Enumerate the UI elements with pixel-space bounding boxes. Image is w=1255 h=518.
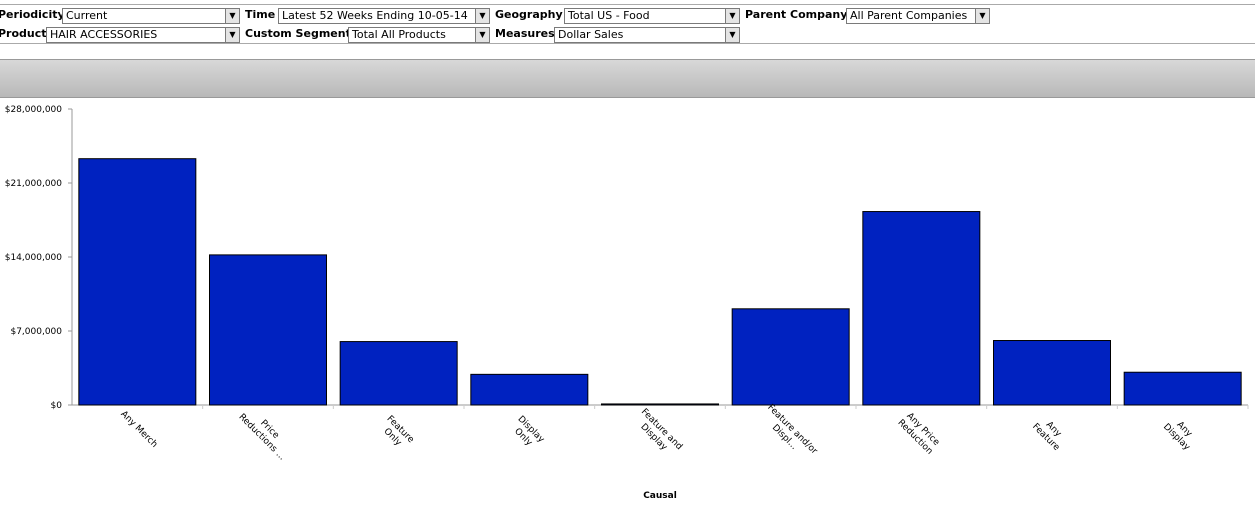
dropdown-arrow[interactable]: ▼ [225,28,239,42]
dropdown-arrow[interactable]: ▼ [225,9,239,23]
dropdown-arrow[interactable]: ▼ [475,28,489,42]
filter-dropdown[interactable]: HAIR ACCESSORIES ▼ [46,27,240,43]
filter-label: Product [0,27,47,40]
dropdown-value: HAIR ACCESSORIES [50,28,158,41]
y-tick-label: $14,000,000 [5,253,63,263]
filter-label: Geography [495,8,563,21]
x-tick-label: Feature and/orDispl... [757,403,819,465]
filter-dropdown[interactable]: Latest 52 Weeks Ending 10-05-14 ▼ [278,8,490,24]
dropdown-value: Latest 52 Weeks Ending 10-05-14 [282,9,468,22]
filter-dropdown[interactable]: Total US - Food ▼ [564,8,740,24]
y-tick-label: $0 [51,401,63,411]
y-tick-label: $28,000,000 [5,105,63,115]
filter-label: Measures [495,27,555,40]
bar [339,341,458,406]
dropdown-arrow[interactable]: ▼ [475,9,489,23]
bottom-rule [0,43,1255,44]
x-tick-label: Any PriceReduction [896,410,943,457]
filter-label: Parent Company [745,8,848,21]
x-tick-label: FeatureOnly [377,414,416,453]
top-rule [0,4,1255,5]
dropdown-arrow[interactable]: ▼ [725,28,739,42]
filter-label: Time [245,8,276,21]
bar [731,308,850,406]
x-tick-label: AnyDisplay [1161,414,1200,453]
filter-label: Custom Segment [245,27,351,40]
dropdown-arrow[interactable]: ▼ [725,9,739,23]
bar [209,254,327,406]
x-tick-label: PriceReductions ... [236,404,294,462]
dropdown-value: Current [66,9,108,22]
filter-dropdown[interactable]: Current ▼ [62,8,240,24]
x-tick-label: Any Merch [118,409,159,450]
dropdown-arrow[interactable]: ▼ [975,9,989,23]
bar [993,340,1111,406]
y-tick-label: $21,000,000 [5,179,63,189]
bar [1123,371,1242,406]
x-tick-label: DisplayOnly [508,414,547,453]
filter-label: Periodicity [0,8,65,21]
x-tick-label: Feature andDisplay [631,407,684,460]
bar [78,158,197,406]
x-tick-label: AnyFeature [1030,414,1069,453]
dropdown-value: Total All Products [352,28,446,41]
dropdown-value: Total US - Food [568,9,650,22]
bar [470,373,589,406]
dropdown-value: All Parent Companies [850,9,968,22]
y-tick-label: $7,000,000 [10,327,62,337]
filter-dropdown[interactable]: Dollar Sales ▼ [554,27,740,43]
filter-dropdown[interactable]: Total All Products ▼ [348,27,490,43]
x-axis-title: Causal [643,491,677,501]
dropdown-value: Dollar Sales [558,28,624,41]
filter-dropdown[interactable]: All Parent Companies ▼ [846,8,990,24]
bar [862,211,981,406]
header-band [0,59,1255,98]
bar [601,403,719,406]
